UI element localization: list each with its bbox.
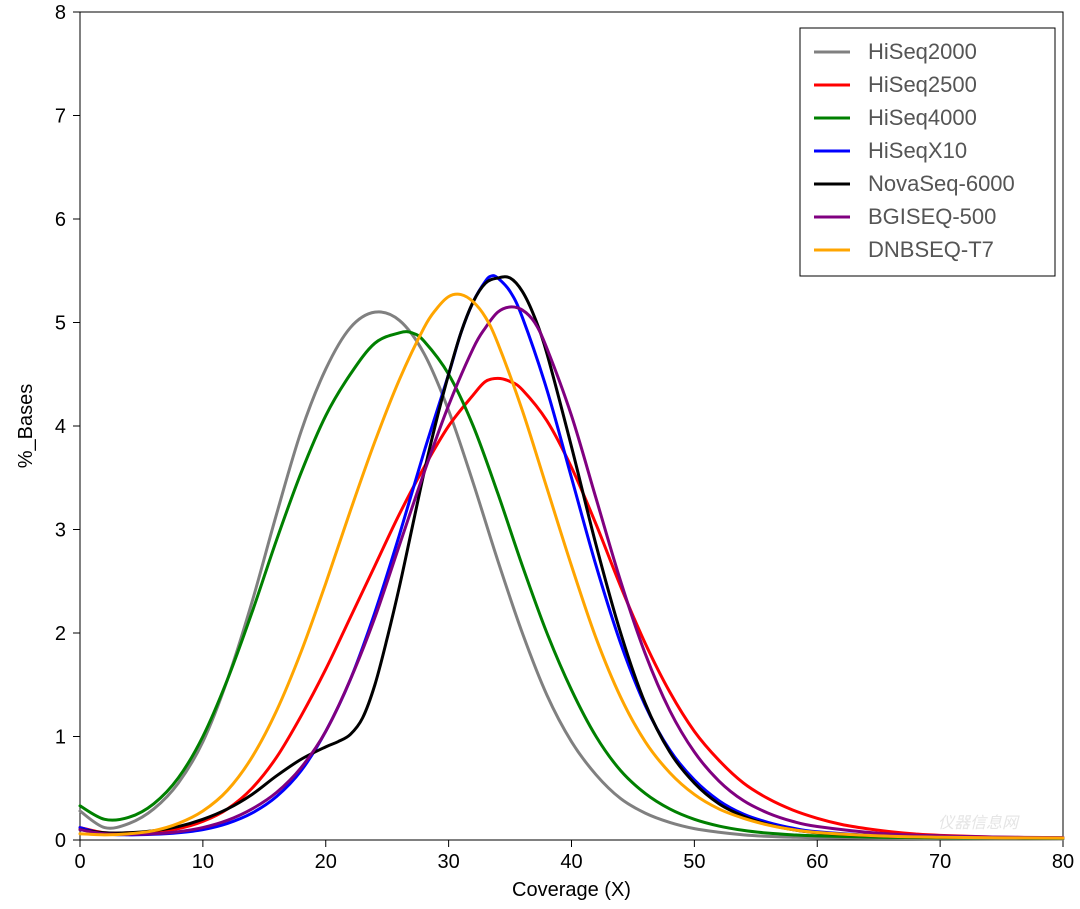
- coverage-line-chart: 0 10 20 30 40 50 60 70 80 Coverage (X) 0 1 2 3 4 5 6 7 8 %_…: [0, 0, 1080, 909]
- chart-container: 0 10 20 30 40 50 60 70 80 Coverage (X) 0 1 2 3 4 5 6 7 8 %_…: [0, 0, 1080, 909]
- x-tick-label: 40: [560, 851, 582, 873]
- y-axis-label: %_Bases: [15, 384, 37, 469]
- legend-label: NovaSeq-6000: [868, 171, 1015, 196]
- series-line: [80, 277, 1063, 838]
- watermark: 仪器信息网: [938, 814, 1020, 832]
- x-axis-label: Coverage (X): [512, 879, 631, 901]
- series-line: [80, 307, 1063, 838]
- y-tick-label: 8: [55, 2, 66, 24]
- series-line: [80, 332, 1063, 839]
- legend-label: HiSeqX10: [868, 138, 967, 163]
- y-tick-label: 4: [55, 416, 66, 438]
- y-tick-label: 0: [55, 830, 66, 852]
- series-line: [80, 276, 1063, 838]
- x-tick-label: 70: [929, 851, 951, 873]
- legend-label: DNBSEQ-T7: [868, 237, 994, 262]
- y-tick-label: 3: [55, 520, 66, 542]
- x-tick-label: 30: [438, 851, 460, 873]
- legend-label: BGISEQ-500: [868, 204, 996, 229]
- y-tick-label: 2: [55, 623, 66, 645]
- series-line: [80, 312, 1063, 839]
- x-tick-label: 60: [806, 851, 828, 873]
- y-tick-label: 1: [55, 727, 66, 749]
- x-tick-label: 80: [1052, 851, 1074, 873]
- legend-label: HiSeq2500: [868, 72, 977, 97]
- x-tick-label: 20: [315, 851, 337, 873]
- series-line: [80, 294, 1063, 838]
- x-tick-label: 0: [74, 851, 85, 873]
- legend-label: HiSeq4000: [868, 105, 977, 130]
- y-tick-label: 6: [55, 209, 66, 231]
- x-tick-label: 50: [683, 851, 705, 873]
- y-tick-label: 7: [55, 106, 66, 128]
- x-tick-label: 10: [192, 851, 214, 873]
- y-tick-label: 5: [55, 313, 66, 335]
- legend-label: HiSeq2000: [868, 39, 977, 64]
